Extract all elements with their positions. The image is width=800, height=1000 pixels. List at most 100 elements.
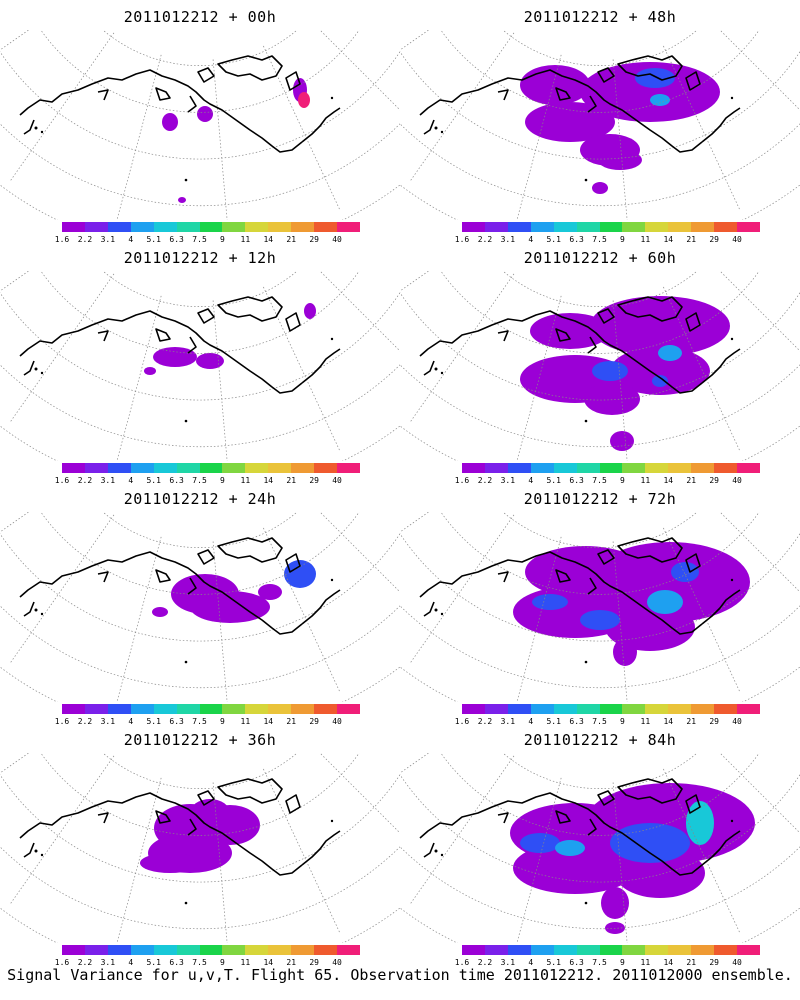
colorbar-swatch	[176, 222, 200, 232]
colorbar-tick: 6.3	[169, 958, 184, 967]
colorbar-labels: 1.6 2.2 3.1 4 5.1 6.3 7.5 9 11 14 21 29 40	[55, 958, 372, 970]
colorbar-swatch	[599, 704, 623, 714]
colorbar-swatch	[714, 945, 738, 955]
colorbar-swatch	[645, 945, 669, 955]
colorbar-tick: 6.3	[169, 476, 184, 485]
colorbar	[62, 222, 360, 232]
colorbar-tick: 3.1	[100, 717, 116, 726]
colorbar-tick: 40	[332, 235, 342, 244]
map-panel-12h: 2011012212 + 12h 1.6 2.2 3.1 4 5.1 6.3 7.5 9 11 1…	[0, 241, 400, 486]
colorbar-tick: 9	[620, 235, 625, 244]
colorbar-swatch	[130, 463, 154, 473]
colorbar-swatch	[199, 945, 223, 955]
colorbar-swatch	[245, 463, 269, 473]
colorbar-swatch	[530, 704, 554, 714]
colorbar-tick: 40	[332, 717, 342, 726]
colorbar-tick: 5.1	[146, 235, 161, 244]
colorbar-tick: 3.1	[100, 476, 116, 485]
colorbar-swatch	[176, 704, 200, 714]
colorbar-swatch	[268, 945, 292, 955]
colorbar-swatch	[507, 945, 531, 955]
colorbar-swatch	[62, 945, 85, 955]
colorbar-tick: 29	[709, 476, 719, 485]
colorbar-swatch	[553, 704, 577, 714]
colorbar-tick: 21	[286, 235, 297, 244]
colorbar-swatch	[462, 463, 485, 473]
coastline	[419, 296, 741, 423]
colorbar-swatch	[691, 222, 715, 232]
colorbar-swatch	[107, 463, 131, 473]
colorbar-swatch	[222, 945, 246, 955]
panel-title: 2011012212 + 48h	[523, 8, 677, 26]
colorbar-tick: 29	[309, 476, 319, 485]
colorbar-tick: 3.1	[100, 235, 116, 244]
colorbar-swatch	[530, 222, 554, 232]
colorbar-tick: 4	[528, 958, 534, 967]
colorbar-swatch	[507, 704, 531, 714]
colorbar-tick: 29	[709, 235, 719, 244]
colorbar-tick: 4	[128, 717, 134, 726]
colorbar-swatch	[314, 222, 338, 232]
colorbar-swatch	[199, 222, 223, 232]
colorbar-tick: 40	[732, 476, 742, 485]
panel-title: 2011012212 + 84h	[523, 731, 677, 749]
colorbar-tick: 7.5	[592, 717, 607, 726]
colorbar-tick: 40	[332, 476, 342, 485]
colorbar-swatch	[314, 463, 338, 473]
colorbar-tick: 11	[240, 717, 251, 726]
polar-map	[0, 271, 400, 461]
colorbar-swatch	[576, 222, 600, 232]
colorbar-swatch	[107, 945, 131, 955]
colorbar-tick: 3.1	[500, 476, 516, 485]
colorbar-tick: 5.1	[546, 476, 561, 485]
colorbar-tick: 2.2	[77, 958, 93, 967]
colorbar-swatch	[645, 463, 669, 473]
colorbar-swatch	[153, 945, 177, 955]
colorbar-swatch	[668, 945, 692, 955]
signal-field	[162, 78, 310, 203]
polar-map	[0, 30, 400, 220]
colorbar-tick: 14	[263, 235, 274, 244]
colorbar-swatch	[268, 463, 292, 473]
colorbar-tick: 1.6	[454, 235, 470, 244]
colorbar-tick: 14	[263, 958, 274, 967]
colorbar-swatch	[314, 704, 338, 714]
colorbar-swatch	[737, 945, 760, 955]
colorbar-swatch	[714, 704, 738, 714]
panel-title: 2011012212 + 12h	[123, 249, 277, 267]
colorbar-tick: 9	[620, 958, 625, 967]
figure-caption: Signal Variance for u,v,T. Flight 65. Ob…	[7, 966, 793, 984]
colorbar-swatch	[153, 463, 177, 473]
panel-title: 2011012212 + 36h	[123, 731, 277, 749]
coastline	[19, 55, 341, 182]
colorbar-tick: 6.3	[169, 235, 184, 244]
colorbar-swatch	[576, 704, 600, 714]
colorbar-swatch	[107, 704, 131, 714]
coastline	[419, 537, 741, 664]
colorbar-swatch	[84, 463, 108, 473]
colorbar-tick: 2.2	[77, 235, 93, 244]
signal-field	[520, 296, 730, 451]
colorbar-tick: 11	[240, 476, 251, 485]
colorbar-tick: 1.6	[54, 717, 70, 726]
colorbar-tick: 7.5	[592, 958, 607, 967]
map-panel-60h: 2011012212 + 60h 1.6 2.2 3.1 4 5.1 6.3 7.5 9 11 1…	[400, 241, 800, 486]
colorbar-swatch	[576, 945, 600, 955]
colorbar-swatch	[622, 463, 646, 473]
colorbar-tick: 6.3	[569, 476, 584, 485]
colorbar-tick: 2.2	[477, 235, 493, 244]
colorbar-tick: 9	[620, 476, 625, 485]
colorbar-swatch	[507, 463, 531, 473]
colorbar-tick: 4	[528, 235, 534, 244]
colorbar-swatch	[622, 222, 646, 232]
colorbar-swatch	[130, 222, 154, 232]
colorbar-swatch	[130, 704, 154, 714]
signal-field	[144, 303, 316, 375]
colorbar-swatch	[176, 463, 200, 473]
colorbar-swatch	[268, 222, 292, 232]
polar-map	[400, 512, 800, 702]
colorbar-tick: 11	[640, 958, 651, 967]
colorbar-swatch	[245, 222, 269, 232]
colorbar-tick: 1.6	[54, 476, 70, 485]
colorbar-labels: 1.6 2.2 3.1 4 5.1 6.3 7.5 9 11 14 21 29 40	[55, 235, 372, 247]
